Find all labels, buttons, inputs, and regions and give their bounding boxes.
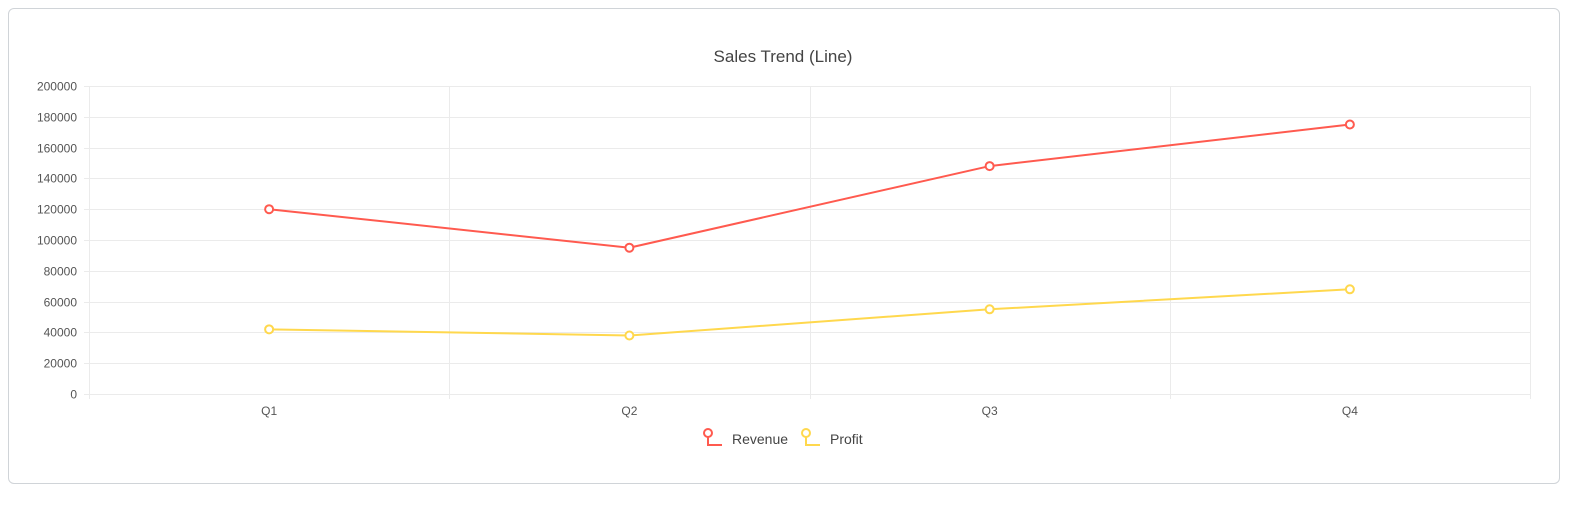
y-tick-label: 0: [70, 388, 77, 402]
y-tick-label: 40000: [44, 326, 78, 340]
data-point-profit[interactable]: [984, 304, 995, 315]
y-tick-label: 100000: [37, 234, 77, 248]
chart-title: Sales Trend (Line): [714, 47, 853, 66]
legend-marker-icon: [703, 428, 713, 438]
x-tick-label: Q3: [982, 404, 998, 418]
chart-card: [8, 8, 1560, 484]
legend-label: Revenue: [732, 431, 788, 447]
y-tick-label: 180000: [37, 111, 77, 125]
y-tick-label: 20000: [44, 357, 78, 371]
data-point-revenue[interactable]: [984, 161, 995, 172]
axes: 0 20000 40000 60000 80000 100000 120000 140000 1…: [37, 80, 1358, 419]
y-tick-label: 200000: [37, 80, 77, 94]
data-point-revenue[interactable]: [1344, 119, 1355, 130]
data-point-profit[interactable]: [264, 324, 275, 335]
x-tick-label: Q4: [1342, 404, 1358, 418]
series-line-profit: [269, 288, 1350, 337]
legend: Revenue Profit: [703, 428, 863, 447]
legend-item-revenue[interactable]: Revenue: [703, 428, 788, 447]
y-tick-label: 60000: [44, 296, 78, 310]
legend-line-icon: [707, 436, 722, 446]
x-tick-label: Q1: [261, 404, 277, 418]
y-tick-label: 140000: [37, 172, 77, 186]
data-point-profit[interactable]: [624, 330, 635, 341]
data-point-revenue[interactable]: [264, 204, 275, 215]
grid-lines: [84, 86, 1531, 399]
legend-label: Profit: [830, 431, 863, 447]
legend-line-icon: [805, 436, 820, 446]
y-tick-label: 120000: [37, 203, 77, 217]
legend-marker-icon: [801, 428, 811, 438]
data-point-revenue[interactable]: [624, 242, 635, 253]
series-line-revenue: [269, 123, 1350, 249]
series-lines: [264, 119, 1355, 341]
x-tick-label: Q2: [621, 404, 637, 418]
legend-item-profit[interactable]: Profit: [801, 428, 863, 447]
y-tick-label: 160000: [37, 142, 77, 156]
data-point-profit[interactable]: [1344, 284, 1355, 295]
y-tick-label: 80000: [44, 265, 78, 279]
